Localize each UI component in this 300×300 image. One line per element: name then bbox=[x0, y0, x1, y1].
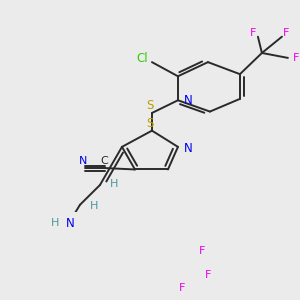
Text: S: S bbox=[146, 99, 154, 112]
Text: H: H bbox=[90, 201, 98, 211]
Text: C: C bbox=[100, 156, 108, 166]
Text: F: F bbox=[250, 28, 256, 38]
Text: F: F bbox=[205, 270, 211, 280]
Text: N: N bbox=[79, 156, 87, 166]
Text: N: N bbox=[184, 142, 192, 155]
Text: F: F bbox=[179, 283, 185, 293]
Text: N: N bbox=[66, 217, 74, 230]
Text: Cl: Cl bbox=[136, 52, 148, 65]
Text: F: F bbox=[283, 28, 289, 38]
Text: S: S bbox=[146, 117, 154, 130]
Text: N: N bbox=[184, 94, 192, 107]
Text: H: H bbox=[51, 218, 59, 228]
Text: F: F bbox=[293, 53, 299, 63]
Text: H: H bbox=[110, 178, 118, 189]
Text: F: F bbox=[199, 246, 205, 256]
